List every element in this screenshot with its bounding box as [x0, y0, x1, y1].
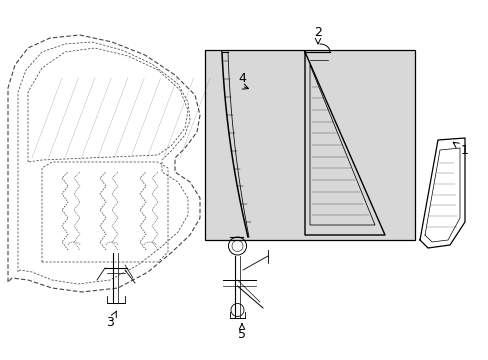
Text: 3: 3 [106, 315, 114, 328]
Text: 1: 1 [460, 144, 468, 157]
Text: 2: 2 [313, 26, 321, 39]
Bar [204, 50, 414, 240]
Text: 4: 4 [238, 72, 245, 85]
Text: 5: 5 [238, 328, 245, 342]
